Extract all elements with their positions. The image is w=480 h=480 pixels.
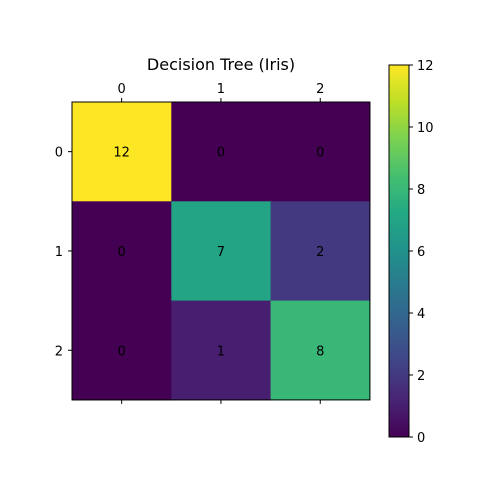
cell-value-label-1-0: 0 [118, 245, 126, 260]
cell-value-label-1-1: 7 [217, 245, 225, 260]
heatmap-cell-1-0 [72, 201, 172, 302]
cell-value-label-2-2: 8 [316, 344, 324, 359]
y-tick-label-0: 0 [55, 146, 63, 161]
colorbar-tick-label-2: 4 [417, 307, 425, 322]
heatmap-cell-2-0 [72, 300, 172, 401]
colorbar: 0 2 4 6 8 10 12 [388, 59, 434, 446]
chart-title: Decision Tree (Iris) [147, 55, 295, 74]
colorbar-tick-label-3: 6 [417, 245, 425, 260]
x-tick-label-2: 2 [316, 82, 324, 97]
colorbar-tick-label-4: 8 [417, 183, 425, 198]
colorbar-tick-label-6: 12 [417, 59, 434, 74]
heatmap-cell-0-2 [270, 102, 371, 202]
heatmap-cell-2-1 [171, 300, 272, 401]
heatmap-cell-1-1 [171, 201, 272, 302]
colorbar-tick-label-1: 2 [417, 369, 425, 384]
y-tick-label-2: 2 [55, 344, 63, 359]
cell-value-label-2-0: 0 [118, 344, 126, 359]
y-tick-label-1: 1 [55, 245, 63, 260]
cell-value-label-0-1: 0 [217, 146, 225, 161]
cell-value-label-1-2: 2 [316, 245, 324, 260]
colorbar-tick-label-0: 0 [417, 431, 425, 446]
heatmap-cell-2-2 [270, 300, 371, 401]
colorbar-tick-label-5: 10 [417, 121, 434, 136]
cell-value-label-0-2: 0 [316, 146, 324, 161]
x-tick-label-0: 0 [118, 82, 126, 97]
x-tick-label-1: 1 [217, 82, 225, 97]
cell-value-label-2-1: 1 [217, 344, 225, 359]
heatmap-cell-1-2 [270, 201, 371, 302]
heatmap-cell-0-1 [171, 102, 272, 202]
cell-value-label-0-0: 12 [113, 146, 130, 161]
colorbar-gradient [388, 64, 410, 438]
heatmap-cell-0-0 [72, 102, 172, 202]
